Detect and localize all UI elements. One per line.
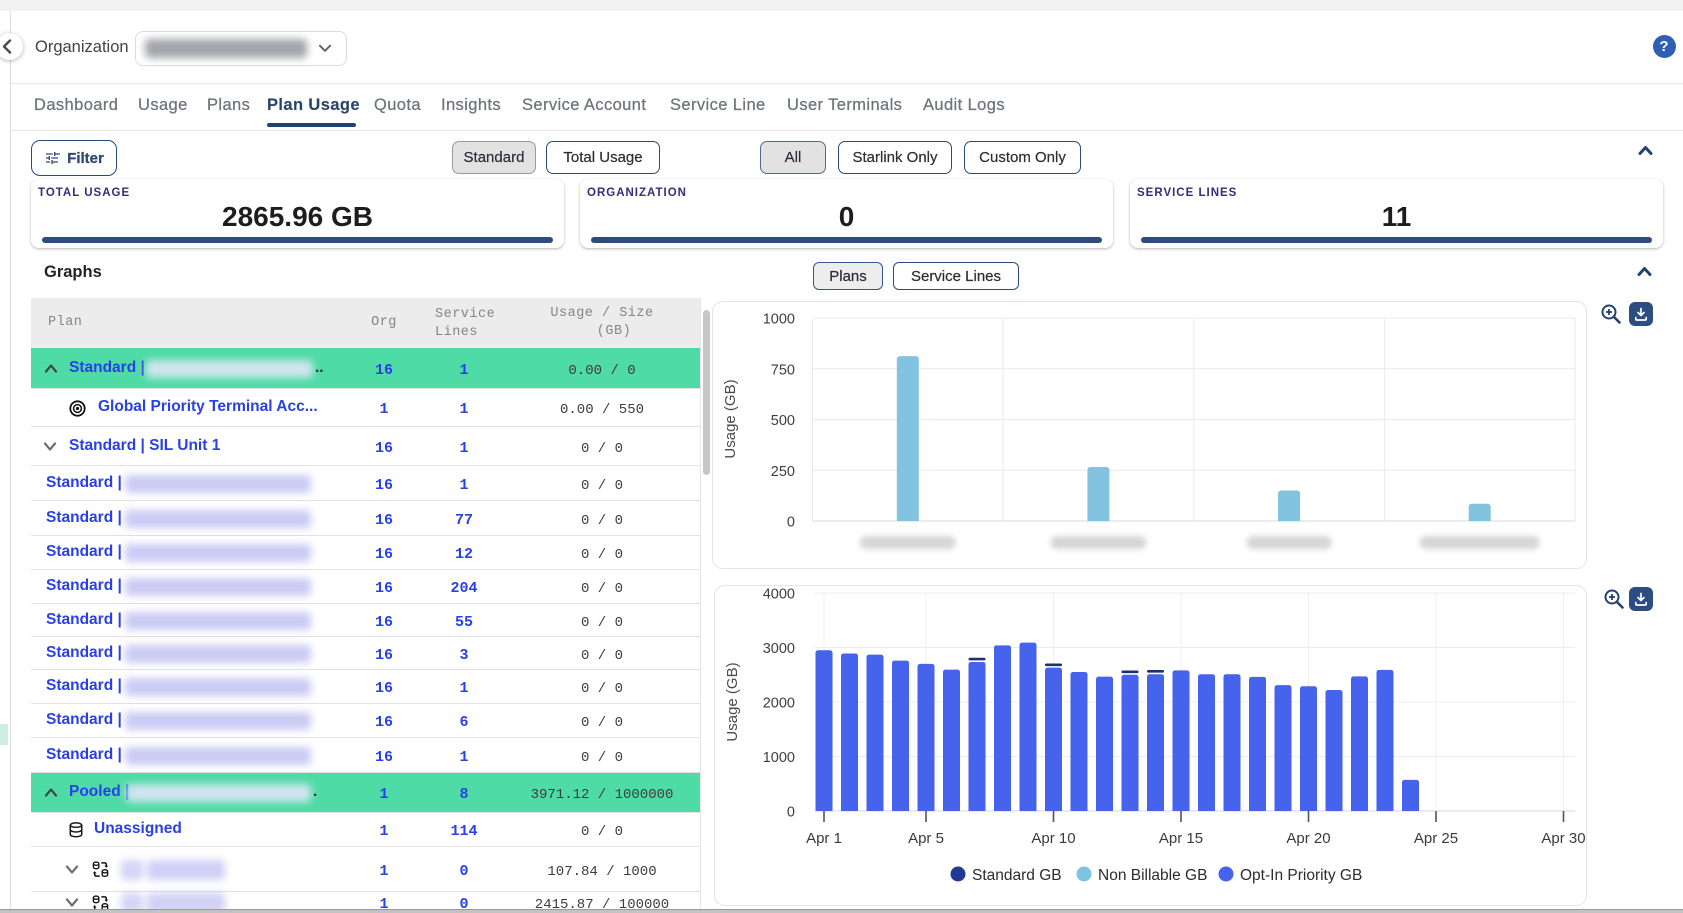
svg-text:500: 500 [771,413,795,429]
svg-text:1000: 1000 [763,312,795,328]
svg-text:750: 750 [771,362,795,378]
svg-text:Apr 25: Apr 25 [1414,830,1458,847]
svg-text:0: 0 [787,515,795,531]
svg-text:Usage (GB): Usage (GB) [724,662,741,741]
svg-text:3000: 3000 [763,641,795,657]
svg-text:Apr 30: Apr 30 [1541,830,1585,847]
svg-text:2000: 2000 [763,696,795,712]
svg-text:250: 250 [771,464,795,480]
svg-text:Usage (GB): Usage (GB) [722,379,739,458]
svg-text:Non Billable GB: Non Billable GB [1098,867,1207,884]
svg-text:1000: 1000 [763,750,795,766]
svg-text:Apr 5: Apr 5 [908,830,944,847]
svg-text:4000: 4000 [763,587,795,603]
svg-text:Apr 15: Apr 15 [1159,830,1203,847]
svg-text:Apr 20: Apr 20 [1286,830,1330,847]
svg-text:Apr 1: Apr 1 [806,830,842,847]
svg-text:0: 0 [787,805,795,821]
svg-text:Standard GB: Standard GB [972,867,1062,884]
svg-text:Opt-In Priority GB: Opt-In Priority GB [1240,867,1362,884]
svg-text:Apr 10: Apr 10 [1031,830,1075,847]
